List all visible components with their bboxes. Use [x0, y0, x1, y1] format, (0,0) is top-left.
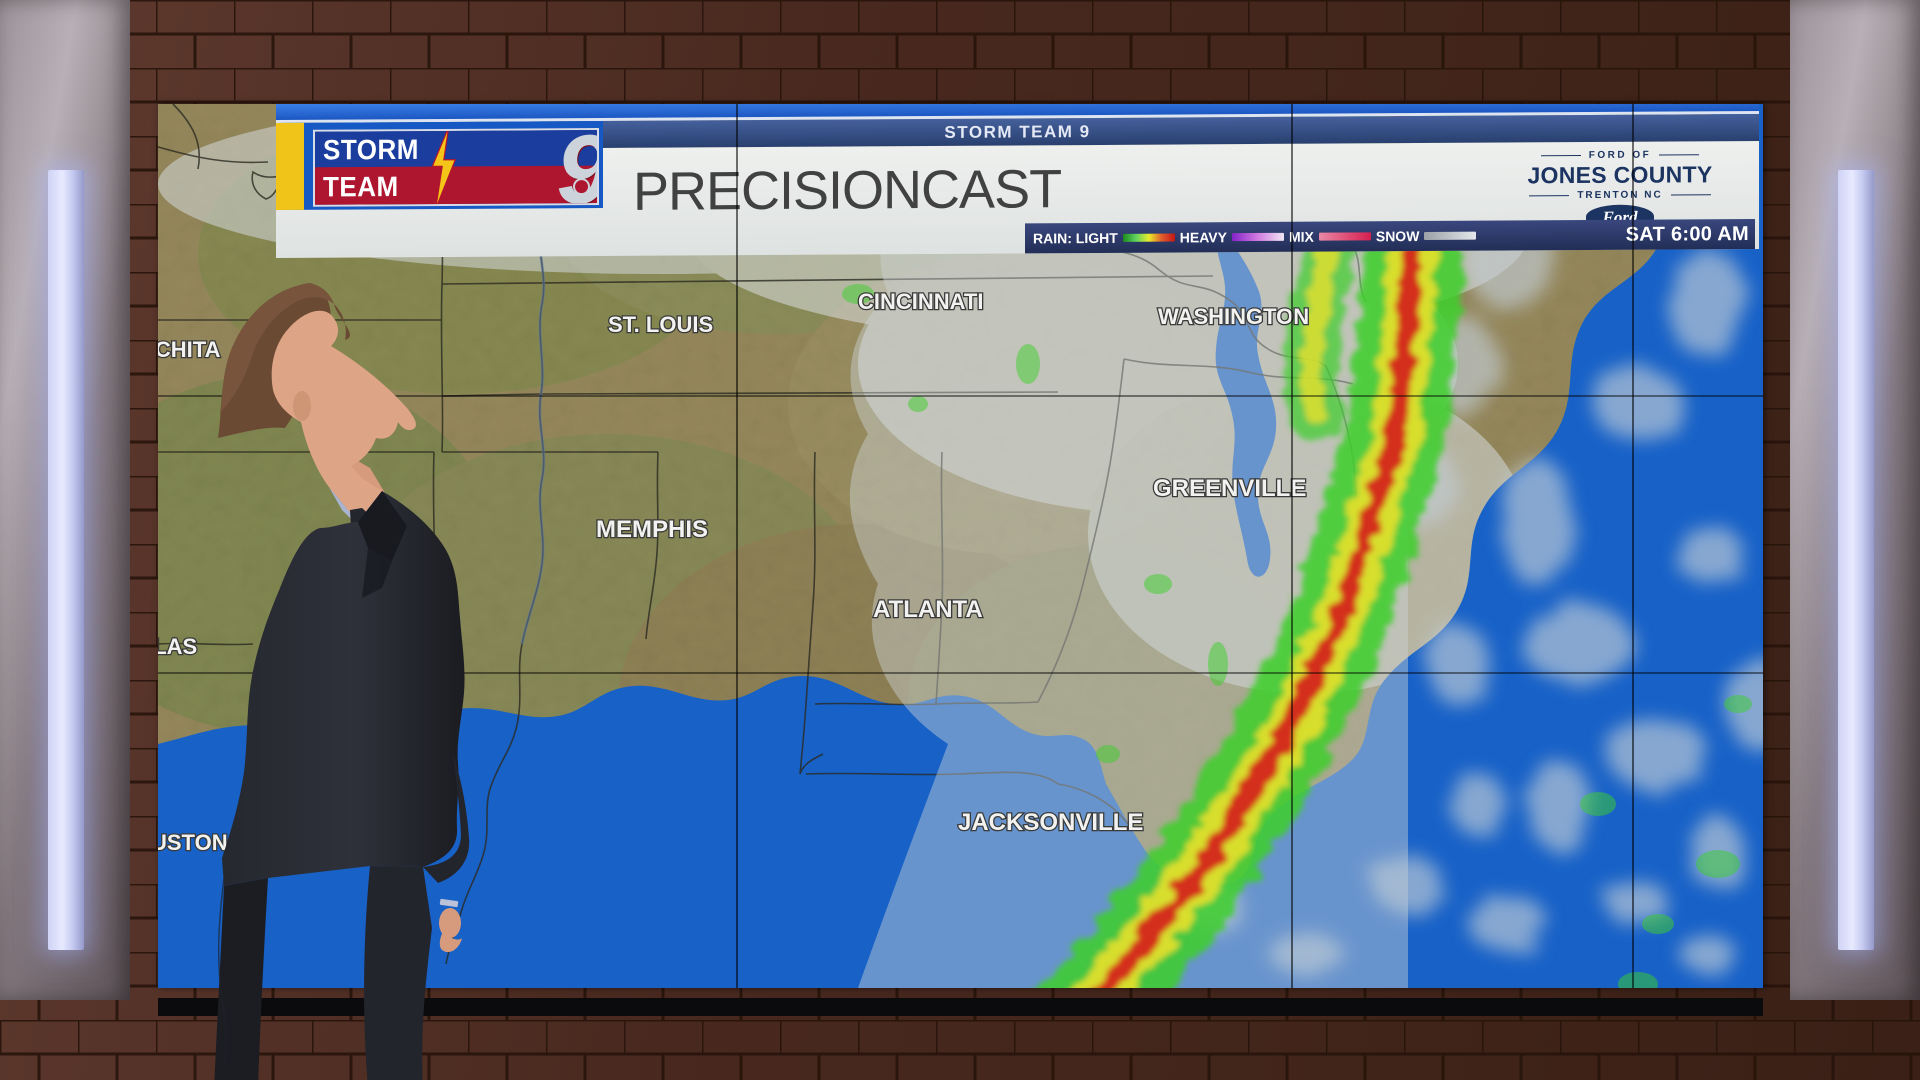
svg-text:CINCINNATI: CINCINNATI: [858, 289, 983, 314]
svg-text:GREENVILLE: GREENVILLE: [1153, 475, 1306, 502]
svg-text:WASHINGTON: WASHINGTON: [1158, 304, 1309, 329]
svg-text:DALLAS: DALLAS: [158, 634, 197, 659]
svg-text:MEMPHIS: MEMPHIS: [596, 516, 708, 543]
svg-text:ATLANTA: ATLANTA: [873, 596, 983, 623]
svg-text:ST. LOUIS: ST. LOUIS: [608, 312, 713, 337]
svg-text:JACKSONVILLE: JACKSONVILLE: [958, 809, 1143, 836]
